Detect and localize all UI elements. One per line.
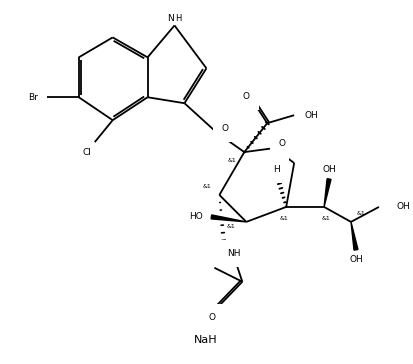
Polygon shape xyxy=(211,215,246,222)
Text: Cl: Cl xyxy=(82,147,91,157)
Text: NaH: NaH xyxy=(194,335,217,345)
Text: O: O xyxy=(279,139,286,148)
Text: N: N xyxy=(167,14,174,23)
Text: O: O xyxy=(243,92,250,101)
Text: H: H xyxy=(175,14,182,23)
Text: &1: &1 xyxy=(280,216,289,221)
Text: &1: &1 xyxy=(322,216,330,221)
Text: &1: &1 xyxy=(356,211,366,217)
Text: OH: OH xyxy=(397,202,411,211)
Text: H: H xyxy=(273,165,280,174)
Polygon shape xyxy=(351,222,358,250)
Text: NH: NH xyxy=(228,249,241,258)
Text: Br: Br xyxy=(28,93,38,102)
Text: O: O xyxy=(209,313,216,322)
Text: &1: &1 xyxy=(227,224,236,229)
Text: HO: HO xyxy=(190,213,203,221)
Text: &1: &1 xyxy=(228,158,237,163)
Polygon shape xyxy=(324,179,331,207)
Text: O: O xyxy=(222,124,229,132)
Text: OH: OH xyxy=(349,255,363,264)
Text: OH: OH xyxy=(322,165,336,174)
Text: OH: OH xyxy=(304,111,318,120)
Text: &1: &1 xyxy=(203,185,212,190)
